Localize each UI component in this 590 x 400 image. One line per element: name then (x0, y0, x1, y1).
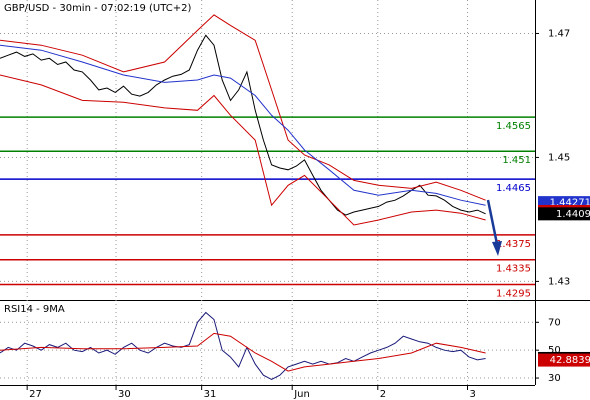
x-tick-label: 30 (118, 389, 131, 400)
x-tick-label: 27 (29, 389, 42, 400)
y-tick-label: 1.45 (548, 152, 570, 163)
series-line (0, 34, 486, 216)
y-tick-label: 50 (548, 345, 561, 356)
level-label: 1.4565 (496, 121, 531, 132)
level-label: 1.4375 (496, 239, 531, 250)
y-tick-label: 1.47 (548, 28, 570, 39)
price-marker-label: 42.8839 (550, 355, 590, 366)
level-label: 1.4335 (496, 264, 531, 275)
forecast-arrow-head (492, 241, 502, 256)
level-label: 1.4465 (496, 183, 531, 194)
series-line (0, 44, 486, 206)
price-marker-label: 1.4409 (556, 209, 590, 220)
price-marker (538, 353, 590, 367)
forecast-arrow (486, 199, 499, 245)
x-tick-label: 3 (470, 389, 476, 400)
series-line (0, 311, 486, 380)
price-marker (538, 207, 590, 221)
chart-title: GBP/USD - 30min - 07:02:19 (UTC+2) (4, 3, 191, 14)
x-tick-label: 2 (380, 389, 386, 400)
y-tick-label: 70 (548, 317, 561, 328)
y-tick-label: 1.43 (548, 276, 570, 287)
y-tick-label: 30 (548, 373, 561, 384)
rsi-title: RSI14 - 9MA (4, 304, 65, 315)
level-label: 1.4295 (496, 289, 531, 300)
series-line (0, 14, 486, 201)
series-line (0, 332, 486, 372)
x-tick-label: Jun (293, 389, 310, 400)
x-tick-label: 31 (204, 389, 217, 400)
series-line (0, 74, 486, 226)
level-label: 1.451 (502, 155, 531, 166)
price-marker-label: 1.44271 (550, 198, 590, 209)
